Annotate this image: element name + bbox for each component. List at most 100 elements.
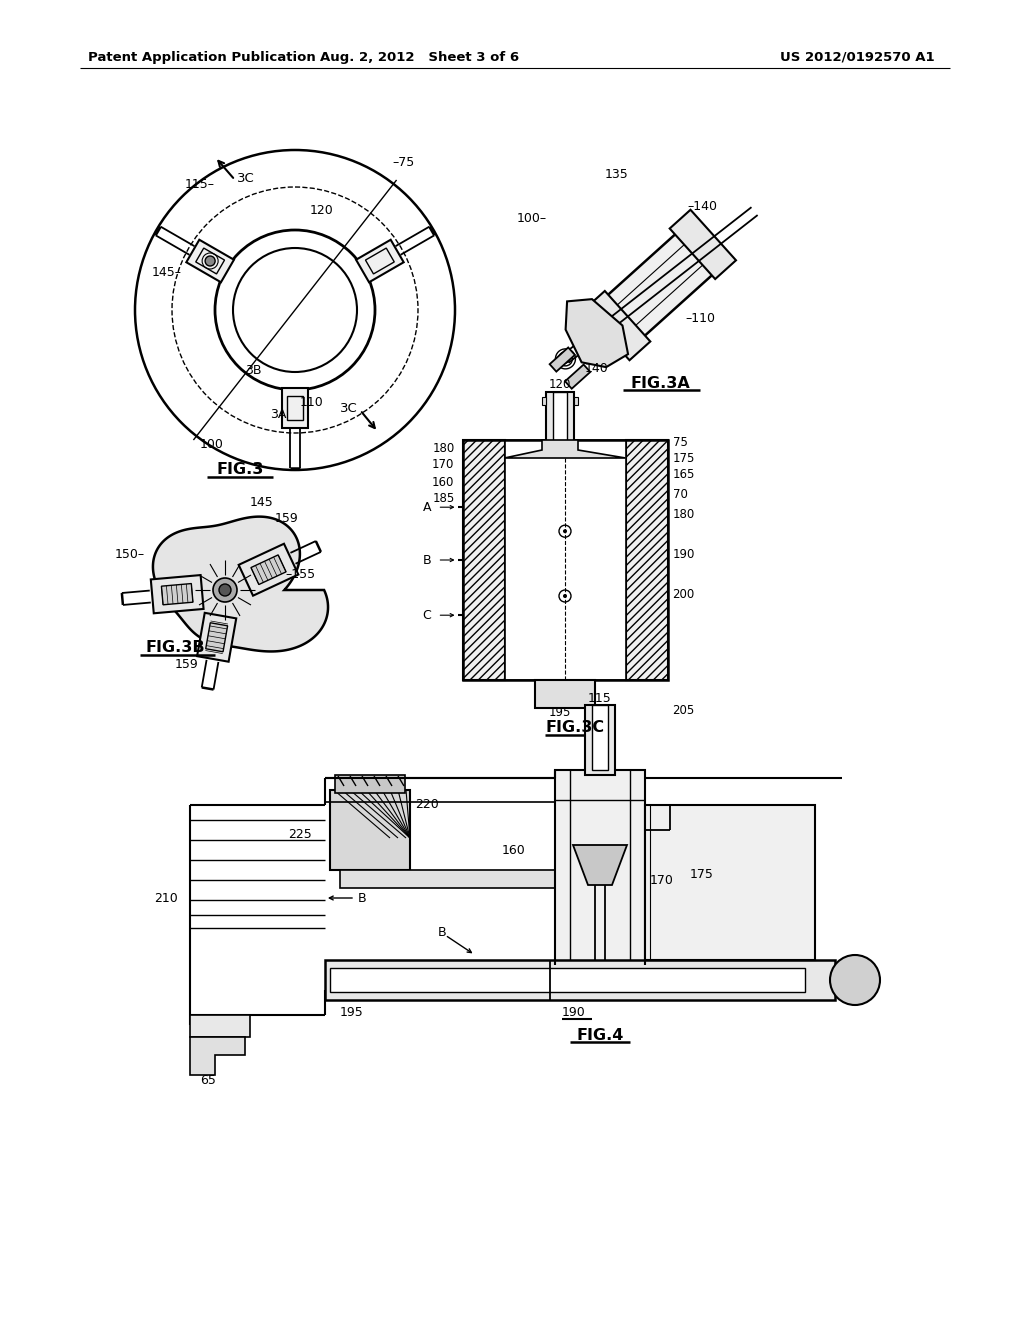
Text: 145–: 145–: [152, 265, 182, 279]
Circle shape: [563, 594, 567, 598]
Text: 3C: 3C: [237, 172, 255, 185]
Polygon shape: [573, 845, 627, 884]
Polygon shape: [593, 220, 727, 348]
Text: 180: 180: [673, 508, 694, 521]
Text: FIG.3A: FIG.3A: [630, 375, 690, 391]
Polygon shape: [206, 623, 227, 652]
Polygon shape: [505, 440, 626, 458]
Text: 225: 225: [288, 829, 312, 842]
Text: 115: 115: [588, 692, 612, 705]
Text: 159: 159: [175, 659, 199, 672]
Circle shape: [830, 954, 880, 1005]
Text: 160: 160: [502, 843, 525, 857]
Text: 195: 195: [549, 706, 571, 719]
Text: 135: 135: [605, 169, 629, 181]
Text: 170: 170: [650, 874, 674, 887]
Text: 110: 110: [300, 396, 324, 408]
Text: FIG.3C: FIG.3C: [546, 721, 604, 735]
Polygon shape: [356, 240, 403, 282]
Bar: [505, 440, 626, 680]
Text: 190: 190: [562, 1006, 586, 1019]
Bar: [585, 705, 615, 775]
Text: B: B: [423, 553, 431, 566]
Text: FIG.4: FIG.4: [577, 1027, 624, 1043]
Bar: [335, 775, 406, 793]
Circle shape: [213, 578, 237, 602]
Bar: [330, 789, 410, 870]
Text: –110: –110: [685, 312, 715, 325]
Text: FIG.3: FIG.3: [216, 462, 264, 478]
Text: 75: 75: [673, 436, 687, 449]
Text: 120: 120: [310, 203, 334, 216]
Bar: [190, 1015, 250, 1038]
Circle shape: [219, 583, 231, 597]
Text: 150–: 150–: [115, 549, 145, 561]
Text: 3B: 3B: [245, 363, 261, 376]
Bar: [535, 680, 595, 708]
Text: 140: 140: [585, 362, 608, 375]
Polygon shape: [550, 347, 574, 372]
Polygon shape: [153, 516, 328, 652]
Polygon shape: [670, 210, 736, 279]
Text: 3A: 3A: [270, 408, 287, 421]
Text: 159: 159: [275, 511, 299, 524]
Text: 70: 70: [673, 488, 687, 502]
Bar: [330, 968, 805, 993]
Circle shape: [563, 529, 567, 533]
Bar: [626, 440, 668, 680]
Text: B: B: [358, 891, 367, 904]
Text: B: B: [438, 925, 446, 939]
Text: 175: 175: [673, 451, 695, 465]
Bar: [546, 392, 574, 447]
Text: 100: 100: [200, 438, 224, 451]
Bar: [463, 440, 505, 680]
Polygon shape: [186, 240, 233, 282]
Text: 170: 170: [432, 458, 455, 471]
Text: 165: 165: [673, 469, 695, 482]
Polygon shape: [565, 364, 590, 388]
Text: 210: 210: [155, 891, 178, 904]
Text: 145: 145: [250, 495, 273, 508]
Text: 185: 185: [432, 491, 455, 504]
Bar: [340, 870, 560, 888]
Text: Patent Application Publication: Patent Application Publication: [88, 50, 315, 63]
Polygon shape: [197, 612, 237, 661]
Polygon shape: [565, 300, 628, 367]
Text: 120: 120: [549, 379, 571, 392]
Text: 175: 175: [690, 869, 714, 882]
Text: 195: 195: [340, 1006, 364, 1019]
Text: 220: 220: [415, 799, 438, 812]
Text: 190: 190: [673, 549, 695, 561]
Text: US 2012/0192570 A1: US 2012/0192570 A1: [780, 50, 935, 63]
Text: 200: 200: [673, 589, 694, 602]
Polygon shape: [251, 554, 286, 585]
Polygon shape: [151, 576, 204, 614]
Bar: [553, 392, 567, 442]
Text: 65: 65: [200, 1073, 216, 1086]
Bar: [555, 770, 645, 965]
Text: 3C: 3C: [340, 401, 357, 414]
Text: Aug. 2, 2012   Sheet 3 of 6: Aug. 2, 2012 Sheet 3 of 6: [321, 50, 519, 63]
Text: –155: –155: [285, 569, 315, 582]
Bar: [645, 805, 815, 960]
Polygon shape: [282, 388, 308, 428]
Text: FIG.3B: FIG.3B: [145, 640, 205, 656]
Text: –75: –75: [392, 156, 415, 169]
Circle shape: [205, 256, 215, 267]
Text: –140: –140: [687, 201, 717, 214]
Text: 100–: 100–: [517, 211, 547, 224]
Bar: [592, 705, 608, 770]
Polygon shape: [190, 1038, 245, 1074]
Bar: [574, 397, 578, 405]
Text: 180: 180: [432, 441, 455, 454]
Text: 160: 160: [432, 475, 455, 488]
Text: A: A: [423, 500, 431, 513]
Bar: [325, 960, 835, 1001]
Bar: [463, 440, 668, 680]
Text: 115–: 115–: [185, 178, 215, 191]
Polygon shape: [239, 544, 298, 595]
Text: 205: 205: [673, 704, 694, 717]
Bar: [542, 397, 546, 405]
Polygon shape: [162, 583, 193, 605]
Text: C: C: [423, 609, 431, 622]
